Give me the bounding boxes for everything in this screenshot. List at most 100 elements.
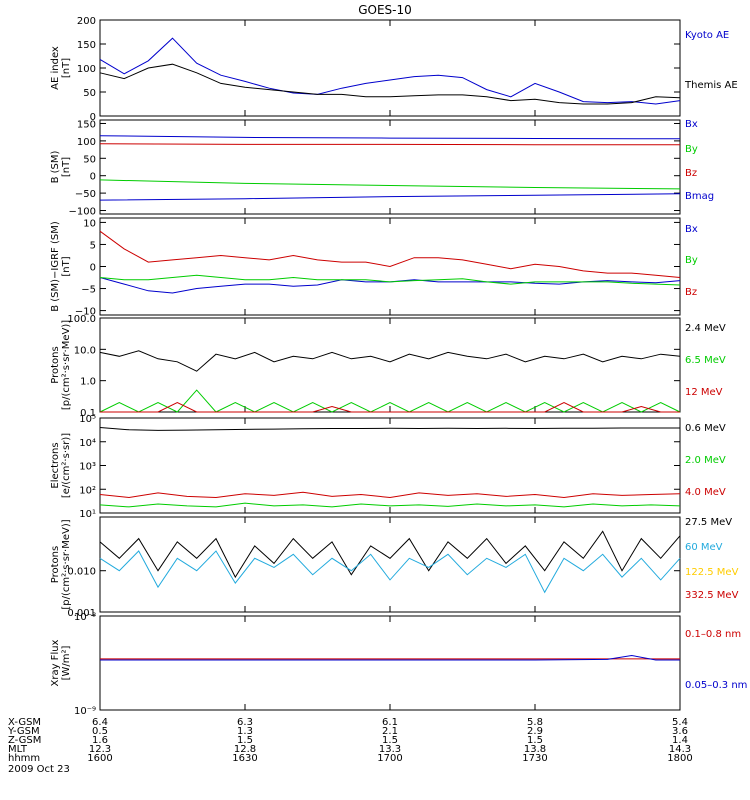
y-tick-label: 10³ bbox=[79, 462, 96, 473]
legend-entry: 0.6 MeV bbox=[685, 423, 726, 434]
y-axis-label: Protons bbox=[50, 546, 61, 583]
y-tick-label: 150 bbox=[77, 119, 96, 130]
y-axis-label: [nT] bbox=[61, 157, 72, 177]
y-axis-label: [p/(cm²·s·sr·MeV)] bbox=[61, 320, 72, 410]
series-line-27-5-mev bbox=[99, 530, 681, 579]
legend-entry: By bbox=[685, 144, 698, 155]
ephemeris-value: 0.5 bbox=[92, 726, 108, 737]
y-axis-label: AE index bbox=[50, 46, 61, 90]
y-tick-label: 0.001 bbox=[67, 608, 96, 619]
legend-entry: Kyoto AE bbox=[685, 30, 729, 41]
date-label: 2009 Oct 23 bbox=[8, 764, 70, 775]
y-tick-label: 10.0 bbox=[74, 345, 96, 356]
legend-entry: Bx bbox=[685, 119, 698, 130]
legend-entry: 2.0 MeV bbox=[685, 455, 726, 466]
y-tick-label: −100 bbox=[69, 207, 96, 218]
legend-entry: 122.5 MeV bbox=[685, 567, 739, 578]
legend-entry: Bz bbox=[685, 168, 697, 179]
legend-entry: By bbox=[685, 255, 698, 266]
series-line-4-0-mev bbox=[99, 491, 681, 499]
ephemeris-value: 1630 bbox=[232, 753, 257, 764]
ephemeris-value: 1600 bbox=[87, 753, 112, 764]
series-line-by bbox=[99, 179, 681, 190]
y-tick-label: 10² bbox=[79, 485, 96, 496]
y-axis-label: Xray Flux bbox=[50, 639, 61, 686]
ephemeris-row-label: X-GSM bbox=[8, 717, 41, 728]
ephemeris-value: 2.9 bbox=[527, 726, 543, 737]
y-tick-label: 0.1 bbox=[80, 408, 96, 419]
y-axis-label: B (SM)−IGRF (SM) bbox=[50, 221, 61, 312]
legend-entry: Bx bbox=[685, 224, 698, 235]
ephemeris-value: 1.5 bbox=[237, 735, 253, 746]
legend-entry: 332.5 MeV bbox=[685, 590, 739, 601]
legend-entry: Bz bbox=[685, 287, 697, 298]
ephemeris-value: 13.3 bbox=[379, 744, 401, 755]
ephemeris-row-label: MLT bbox=[8, 744, 28, 755]
chart-title: GOES-10 bbox=[358, 3, 412, 17]
ephemeris-value: 6.4 bbox=[92, 717, 108, 728]
y-tick-label: 1.0 bbox=[80, 377, 96, 388]
legend-entry: 0.05–0.3 nm bbox=[685, 680, 747, 691]
series-line-0-05-0-3-nm bbox=[100, 654, 680, 661]
series-line-bmag bbox=[99, 193, 681, 201]
y-tick-label: −5 bbox=[81, 285, 96, 296]
y-tick-label: 0 bbox=[90, 263, 96, 274]
y-tick-label: 0 bbox=[90, 172, 96, 183]
y-tick-label: 100.0 bbox=[67, 314, 96, 325]
legend-entry: 60 MeV bbox=[685, 542, 723, 553]
ephemeris-value: 3.6 bbox=[672, 726, 688, 737]
series-line-2-4-mev bbox=[99, 350, 681, 372]
y-axis-label: Electrons bbox=[50, 442, 61, 488]
y-tick-label: 150 bbox=[77, 40, 96, 51]
series-line-themis-ae bbox=[99, 63, 681, 105]
legend-entry: 12 MeV bbox=[685, 387, 723, 398]
y-axis-label: B (SM) bbox=[50, 150, 61, 183]
ephemeris-value: 1800 bbox=[667, 753, 692, 764]
legend-entry: 27.5 MeV bbox=[685, 517, 732, 528]
y-tick-label: 10 bbox=[83, 218, 96, 229]
ephemeris-value: 5.4 bbox=[672, 717, 688, 728]
ephemeris-value: 1.6 bbox=[92, 735, 108, 746]
series-line-bx bbox=[99, 135, 681, 140]
y-tick-label: 50 bbox=[83, 88, 96, 99]
ephemeris-value: 5.8 bbox=[527, 717, 543, 728]
ephemeris-value: 6.3 bbox=[237, 717, 253, 728]
ephemeris-value: 1700 bbox=[377, 753, 402, 764]
series-line-bz bbox=[99, 143, 680, 146]
ephemeris-row-label: hhmm bbox=[8, 753, 40, 764]
legend-entry: 6.5 MeV bbox=[685, 355, 726, 366]
legend-entry: 0.1–0.8 nm bbox=[685, 629, 741, 640]
panel-frame bbox=[99, 317, 681, 413]
y-tick-label: 10¹ bbox=[79, 509, 96, 520]
panel-frame bbox=[99, 119, 681, 215]
ephemeris-value: 12.3 bbox=[89, 744, 111, 755]
y-tick-label: 100 bbox=[77, 64, 96, 75]
series-line-60-mev bbox=[99, 550, 681, 594]
y-axis-label: [nT] bbox=[61, 256, 72, 276]
series-line-bz bbox=[99, 230, 681, 278]
ephemeris-value: 1.3 bbox=[237, 726, 253, 737]
legend-entry: 2.4 MeV bbox=[685, 323, 726, 334]
series-line-0-6-mev bbox=[99, 427, 680, 431]
y-tick-label: 10⁵ bbox=[79, 414, 96, 425]
ephemeris-value: 13.8 bbox=[524, 744, 546, 755]
ephemeris-value: 1730 bbox=[522, 753, 547, 764]
y-tick-label: 0 bbox=[90, 112, 96, 123]
ephemeris-value: 14.3 bbox=[669, 744, 691, 755]
y-tick-label: 10⁻⁹ bbox=[74, 706, 96, 717]
ephemeris-value: 1.5 bbox=[382, 735, 398, 746]
ephemeris-row-label: Z-GSM bbox=[8, 735, 41, 746]
y-axis-label: [p/(cm²·s·sr·MeV)] bbox=[61, 519, 72, 609]
series-line-by bbox=[99, 274, 681, 286]
ephemeris-value: 12.8 bbox=[234, 744, 256, 755]
series-line-kyoto-ae bbox=[99, 37, 681, 105]
ephemeris-value: 2.1 bbox=[382, 726, 398, 737]
legend-entry: Themis AE bbox=[684, 80, 738, 91]
y-tick-label: 50 bbox=[83, 154, 96, 165]
y-axis-label: [nT] bbox=[61, 58, 72, 78]
y-tick-label: 10⁻⁸ bbox=[74, 612, 96, 623]
ephemeris-row-label: Y-GSM bbox=[7, 726, 40, 737]
y-tick-label: 100 bbox=[77, 137, 96, 148]
series-line-2-0-mev bbox=[99, 502, 681, 508]
